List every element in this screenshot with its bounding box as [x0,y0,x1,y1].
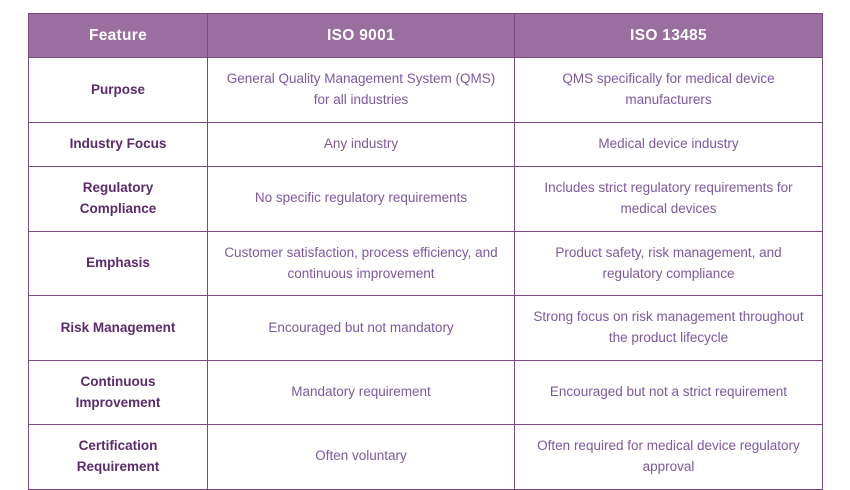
feature-cell: Continuous Improvement [28,360,208,425]
iso9001-cell: Mandatory requirement [207,360,515,425]
iso13485-cell: Strong focus on risk management througho… [514,295,823,362]
iso13485-cell: Product safety, risk management, and reg… [514,230,823,297]
table-row: Risk Management Encouraged but not manda… [28,295,823,362]
column-header-iso13485: ISO 13485 [514,13,823,58]
table-row: Industry Focus Any industry Medical devi… [28,121,823,167]
feature-cell: Certification Requirement [28,423,208,490]
feature-cell: Regulatory Compliance [28,165,208,232]
feature-cell: Risk Management [28,295,208,362]
iso-comparison-table-container: Feature ISO 9001 ISO 13485 Purpose Gener… [28,13,823,490]
iso-comparison-table: Feature ISO 9001 ISO 13485 Purpose Gener… [28,13,823,490]
iso9001-cell: Any industry [207,121,515,167]
table-header: Feature ISO 9001 ISO 13485 [28,13,823,58]
iso9001-cell: Customer satisfaction, process efficienc… [207,230,515,297]
iso13485-cell: Often required for medical device regula… [514,423,823,490]
iso9001-cell: No specific regulatory requirements [207,165,515,232]
iso9001-cell: Encouraged but not mandatory [207,295,515,362]
iso13485-cell: QMS specifically for medical device manu… [514,57,823,123]
table-row: Emphasis Customer satisfaction, process … [28,230,823,297]
feature-cell: Emphasis [28,230,208,297]
table-row: Certification Requirement Often voluntar… [28,423,823,490]
header-row: Feature ISO 9001 ISO 13485 [28,13,823,58]
iso13485-cell: Encouraged but not a strict requirement [514,360,823,425]
table-row: Regulatory Compliance No specific regula… [28,165,823,232]
table-body: Purpose General Quality Management Syste… [28,57,823,490]
table-row: Purpose General Quality Management Syste… [28,57,823,123]
column-header-iso9001: ISO 9001 [207,13,515,58]
iso13485-cell: Medical device industry [514,121,823,167]
column-header-feature: Feature [28,13,208,58]
table-row: Continuous Improvement Mandatory require… [28,360,823,425]
iso13485-cell: Includes strict regulatory requirements … [514,165,823,232]
feature-cell: Purpose [28,57,208,123]
iso9001-cell: Often voluntary [207,423,515,490]
feature-cell: Industry Focus [28,121,208,167]
iso9001-cell: General Quality Management System (QMS) … [207,57,515,123]
